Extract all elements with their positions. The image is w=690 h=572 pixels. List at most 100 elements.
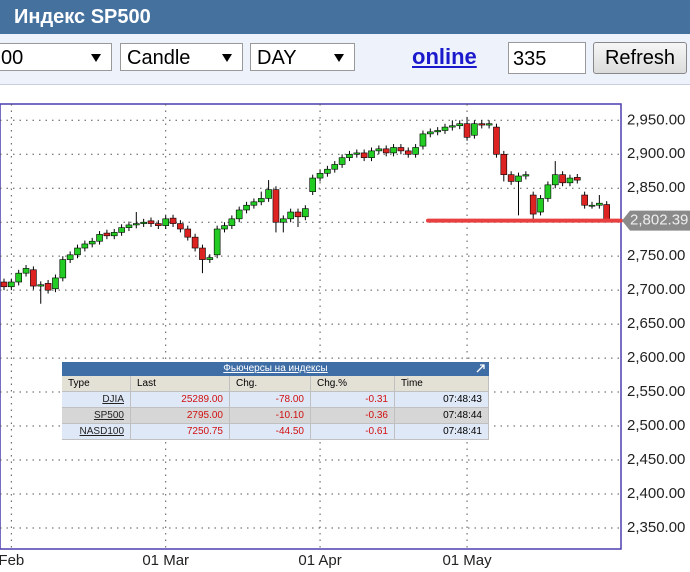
candle-body bbox=[110, 232, 118, 237]
column-header: Time bbox=[395, 376, 489, 391]
value-cell: -10.10 bbox=[230, 408, 311, 423]
grid bbox=[0, 104, 621, 549]
candle-body bbox=[22, 268, 30, 274]
candle-body bbox=[537, 198, 544, 213]
last-price-box bbox=[622, 210, 690, 231]
candle-body bbox=[596, 202, 603, 206]
candle-body bbox=[551, 174, 559, 186]
candle-body bbox=[507, 174, 515, 182]
candle-body bbox=[404, 150, 412, 155]
candle-body bbox=[449, 125, 456, 128]
candle-body bbox=[155, 223, 162, 226]
y-tick-label: 2,550.00 bbox=[627, 383, 685, 400]
y-tick-label: 2,950.00 bbox=[627, 111, 685, 128]
type-cell[interactable]: DJIA bbox=[62, 392, 131, 407]
candle-body bbox=[500, 153, 508, 175]
header: Индекс SP500 bbox=[0, 0, 690, 34]
candle-body bbox=[478, 123, 486, 126]
candle-body bbox=[140, 221, 147, 224]
candle-body bbox=[522, 174, 530, 177]
candle-body bbox=[265, 189, 272, 199]
x-tick-label: 01 May bbox=[442, 552, 492, 569]
value-cell: -0.61 bbox=[311, 424, 395, 439]
symbol-select[interactable]: 00 bbox=[0, 43, 112, 71]
y-tick-label: 2,750.00 bbox=[627, 247, 685, 264]
candle-body bbox=[573, 177, 581, 181]
refresh-button[interactable]: Refresh bbox=[593, 42, 687, 74]
last-price-label: 2,802.39 bbox=[630, 212, 688, 229]
candle-body bbox=[360, 152, 368, 158]
value-cell: 07:48:41 bbox=[395, 424, 489, 439]
value-cell: 7250.75 bbox=[131, 424, 230, 439]
y-tick-label: 2,850.00 bbox=[627, 179, 685, 196]
type-cell[interactable]: SP500 bbox=[62, 408, 131, 423]
candle-body bbox=[74, 247, 81, 256]
x-tick-label: Feb bbox=[0, 552, 24, 569]
candle-body bbox=[272, 189, 280, 223]
candle-body bbox=[316, 172, 324, 179]
column-header: Last bbox=[131, 376, 230, 391]
y-tick-label: 2,450.00 bbox=[627, 451, 685, 468]
candle-body bbox=[375, 148, 383, 152]
candle-body bbox=[603, 204, 611, 222]
candle-body bbox=[544, 184, 552, 199]
candle-body bbox=[169, 217, 177, 224]
candle-body bbox=[199, 247, 206, 260]
candle-body bbox=[309, 177, 317, 192]
expand-icon[interactable] bbox=[476, 364, 485, 373]
table-title[interactable]: Фьючерсы на индексы bbox=[223, 363, 328, 374]
candle-body bbox=[485, 123, 493, 126]
online-link[interactable]: online bbox=[412, 44, 477, 69]
candle-body bbox=[397, 147, 405, 152]
candle-body bbox=[66, 254, 74, 260]
candle-body bbox=[44, 283, 52, 291]
candle-body bbox=[346, 153, 353, 158]
column-header: Type bbox=[62, 376, 131, 391]
table-row: SP500 2795.00 -10.10 -0.36 07:48:44 bbox=[62, 408, 489, 424]
candle-body bbox=[37, 284, 45, 287]
candle-body bbox=[250, 201, 258, 206]
candle-body bbox=[382, 148, 390, 154]
candle-body bbox=[133, 223, 140, 226]
column-header: Chg.% bbox=[311, 376, 395, 391]
column-header: Chg. bbox=[230, 376, 311, 391]
candle-body bbox=[30, 269, 37, 287]
value-cell: -44.50 bbox=[230, 424, 311, 439]
value-cell: 25289.00 bbox=[131, 392, 230, 407]
candle-body bbox=[581, 194, 588, 206]
candle-body bbox=[206, 257, 214, 260]
count-input[interactable]: 335 bbox=[508, 42, 586, 74]
candle-body bbox=[471, 123, 478, 136]
value-cell: 07:48:43 bbox=[395, 392, 489, 407]
value-cell: -0.31 bbox=[311, 392, 395, 407]
candle-body bbox=[456, 123, 464, 127]
candle-body bbox=[331, 164, 339, 170]
candle-body bbox=[177, 223, 184, 230]
toolbar: 00 Candle DAY online 335 Refresh bbox=[0, 34, 690, 85]
candle-body bbox=[243, 204, 250, 211]
table-row: DJIA 25289.00 -78.00 -0.31 07:48:43 bbox=[62, 392, 489, 408]
candle-body bbox=[515, 175, 522, 182]
value-cell: 2795.00 bbox=[131, 408, 230, 423]
candle-body bbox=[302, 208, 309, 218]
candle-body bbox=[118, 227, 125, 233]
candle-body bbox=[529, 194, 537, 215]
type-cell[interactable]: NASD100 bbox=[62, 424, 131, 439]
table-header-row: Type Last Chg. Chg.% Time bbox=[62, 376, 489, 392]
y-tick-label: 2,500.00 bbox=[627, 417, 685, 434]
header-title: Индекс SP500 bbox=[14, 6, 151, 28]
period-select[interactable]: DAY bbox=[250, 43, 355, 71]
y-tick-label: 2,650.00 bbox=[627, 315, 685, 332]
chart-type-select[interactable]: Candle bbox=[120, 43, 243, 71]
x-tick-label: 01 Apr bbox=[298, 552, 341, 569]
candle-body bbox=[588, 204, 596, 207]
candle-body bbox=[279, 218, 287, 223]
candle-body bbox=[52, 277, 59, 290]
candle-body bbox=[162, 218, 169, 226]
candle-body bbox=[59, 259, 67, 279]
candle-body bbox=[147, 220, 155, 224]
candle-body bbox=[441, 126, 449, 131]
candle-body bbox=[213, 228, 221, 256]
